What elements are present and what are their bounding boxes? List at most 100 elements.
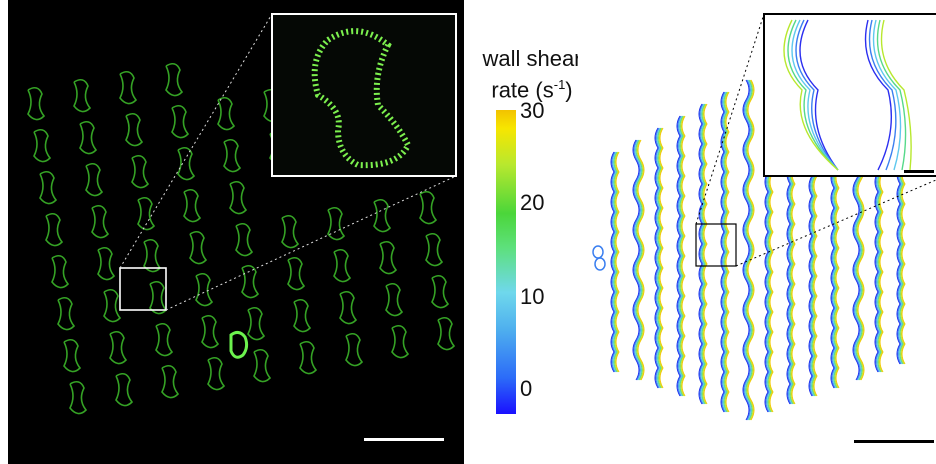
cell-outline bbox=[39, 170, 58, 205]
inset-contour bbox=[795, 19, 897, 171]
channel-contour bbox=[702, 103, 707, 405]
cell-outline bbox=[149, 280, 168, 315]
channel-contour bbox=[745, 79, 753, 421]
cell-outline bbox=[45, 212, 64, 247]
cell-outline bbox=[391, 324, 410, 359]
channel-contour bbox=[632, 139, 640, 381]
cell-outline bbox=[183, 188, 202, 223]
channel-contour bbox=[610, 151, 615, 373]
inset-cell-outline bbox=[311, 28, 412, 169]
channel-contour bbox=[856, 139, 864, 381]
cell-outline bbox=[345, 332, 364, 367]
cell-outline bbox=[143, 238, 162, 273]
cell-outline bbox=[299, 340, 318, 375]
channel-contour bbox=[635, 139, 643, 381]
channel-contour bbox=[679, 115, 684, 397]
cell-outline bbox=[51, 254, 70, 289]
channel-contour bbox=[901, 163, 906, 365]
edge-blob bbox=[594, 257, 606, 271]
cell-outline bbox=[125, 112, 144, 147]
channel-contour bbox=[879, 151, 884, 373]
cell-outline bbox=[253, 348, 272, 383]
channel-contour bbox=[878, 151, 883, 373]
channel-contour bbox=[744, 79, 752, 421]
scale-bar bbox=[364, 438, 444, 441]
channel-contour bbox=[677, 115, 682, 397]
channel-contour bbox=[614, 151, 619, 373]
cell-outline bbox=[165, 62, 184, 97]
channel-contour bbox=[722, 91, 727, 413]
channel-contour bbox=[654, 127, 659, 389]
cell-outline bbox=[419, 190, 438, 225]
channel-contour bbox=[703, 103, 708, 405]
channel-contour bbox=[612, 151, 617, 373]
cell-outline bbox=[287, 256, 306, 291]
cell-outline bbox=[235, 222, 254, 257]
simulation-image-panel bbox=[578, 0, 936, 464]
cell-outline bbox=[85, 162, 104, 197]
colorbar-tick-0: 0 bbox=[520, 376, 533, 401]
inset-scale-bar bbox=[904, 170, 934, 173]
channel-contour bbox=[678, 115, 683, 397]
channel-contour bbox=[852, 139, 860, 381]
channel-contour bbox=[853, 139, 861, 381]
channel-contour bbox=[899, 163, 904, 365]
bright-structure bbox=[229, 330, 249, 359]
channel-contour bbox=[746, 79, 754, 421]
cell-outline bbox=[97, 246, 116, 281]
zoom-selection-box bbox=[119, 267, 167, 311]
channel-contour bbox=[875, 151, 880, 373]
channel-contour bbox=[698, 103, 703, 405]
zoom-connector-line bbox=[165, 175, 457, 311]
inset-contour bbox=[783, 19, 912, 171]
channel-contour bbox=[699, 103, 704, 405]
colorbar-tick-10: 10 bbox=[520, 284, 545, 309]
cell-outline bbox=[131, 154, 150, 189]
cell-outline bbox=[207, 356, 226, 391]
cell-outline bbox=[155, 322, 174, 357]
channel-contour bbox=[681, 115, 686, 397]
fluorescence-image-panel bbox=[8, 0, 464, 464]
channel-contour bbox=[742, 79, 750, 421]
cell-outline bbox=[425, 232, 444, 267]
cell-outline bbox=[339, 290, 358, 325]
cell-outline bbox=[437, 316, 456, 351]
zoom-connector-line bbox=[695, 13, 765, 225]
channel-contour bbox=[876, 151, 881, 373]
cell-outline bbox=[79, 120, 98, 155]
channel-contour bbox=[874, 151, 879, 373]
channel-contour bbox=[613, 151, 618, 373]
cell-outline bbox=[119, 70, 138, 105]
cell-outline bbox=[57, 296, 76, 331]
scale-bar bbox=[854, 440, 934, 443]
channel-contour bbox=[700, 103, 705, 405]
cell-outline bbox=[431, 274, 450, 309]
colorbar-tick-20: 20 bbox=[520, 190, 545, 215]
cell-outline bbox=[293, 298, 312, 333]
fluorescence-micrograph bbox=[27, 13, 457, 441]
channel-contour bbox=[655, 127, 660, 389]
cell-outline bbox=[91, 204, 110, 239]
zoom-connector-line bbox=[735, 179, 936, 267]
channel-contour bbox=[854, 139, 862, 381]
channel-contour bbox=[723, 91, 728, 413]
cell-outline bbox=[115, 372, 134, 407]
colorbar-title: wall shear rate (s-1) bbox=[482, 46, 582, 103]
cell-outline bbox=[137, 196, 156, 231]
channel-contour bbox=[633, 139, 641, 381]
cell-outline bbox=[63, 338, 82, 373]
cell-outline bbox=[69, 380, 88, 415]
channel-contour bbox=[857, 139, 865, 381]
wall-shear-rate-map bbox=[592, 13, 936, 443]
cell-outline bbox=[247, 306, 266, 341]
channel-contour bbox=[611, 151, 616, 373]
colorbar-tick-30: 30 bbox=[520, 98, 545, 123]
channel-contour bbox=[657, 127, 662, 389]
colorbar: wall shear rate (s-1) 30 20 10 0 bbox=[466, 46, 586, 414]
cell-outline bbox=[379, 240, 398, 275]
cell-outline bbox=[171, 104, 190, 139]
channel-contour bbox=[725, 91, 730, 413]
channel-contour bbox=[636, 139, 644, 381]
cell-outline bbox=[195, 272, 214, 307]
channel-contour bbox=[898, 163, 903, 365]
